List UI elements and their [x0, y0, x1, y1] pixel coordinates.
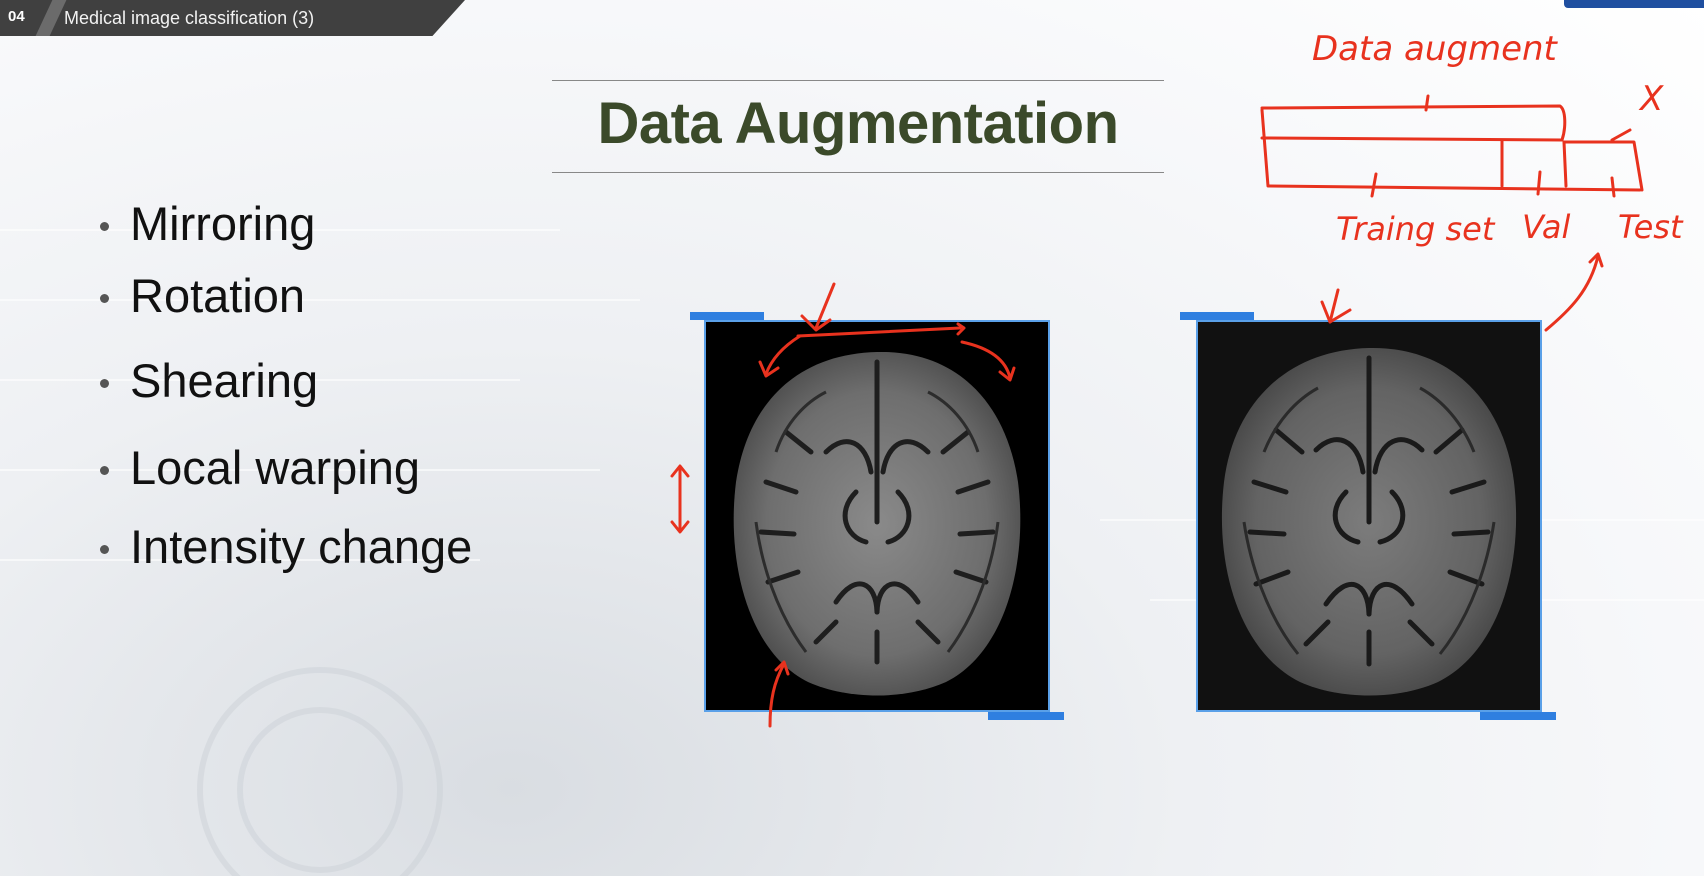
annotation-training-set: Traing set	[1336, 210, 1496, 248]
frame-accent-bottom	[988, 712, 1064, 720]
annotation-test: Test	[1618, 208, 1684, 246]
brain-image-original	[704, 320, 1050, 712]
section-title: Medical image classification (3)	[64, 8, 315, 28]
bullet-icon	[100, 466, 109, 475]
bullet-icon	[100, 545, 109, 554]
title-top-rule	[552, 80, 1164, 81]
brain-image-augmented	[1196, 320, 1542, 712]
frame-accent-top	[690, 312, 764, 320]
bullet-text: Shearing	[130, 354, 319, 407]
annotation-data-augment: Data augment	[1312, 29, 1559, 69]
bullet-icon	[100, 379, 109, 388]
bullet-text: Intensity change	[130, 520, 473, 573]
annotation-val: Val	[1522, 208, 1570, 246]
section-header: 04 Medical image classification (3)	[0, 0, 465, 36]
list-item: Shearing	[96, 357, 472, 404]
bullet-text: Local warping	[130, 441, 421, 494]
title-bottom-rule	[552, 172, 1164, 173]
brain-mri-icon	[1221, 347, 1517, 696]
bullet-icon	[100, 294, 109, 303]
frame-accent-bottom	[1480, 712, 1556, 720]
annotation-x-mark: X	[1638, 79, 1664, 119]
list-item: Intensity change	[96, 523, 472, 570]
brain-mri-icon	[733, 351, 1021, 696]
header-divider	[35, 0, 67, 36]
list-item: Local warping	[96, 444, 472, 491]
slide-title: Data Augmentation	[597, 91, 1119, 156]
list-item: Rotation	[96, 272, 472, 319]
corner-logo	[1564, 0, 1704, 8]
list-item: Mirroring	[96, 200, 472, 247]
frame-accent-top	[1180, 312, 1254, 320]
bullet-text: Mirroring	[130, 197, 316, 250]
bullet-icon	[100, 222, 109, 231]
bullet-list: Mirroring Rotation Shearing Local warpin…	[96, 200, 472, 570]
bullet-text: Rotation	[130, 269, 306, 322]
section-number: 04	[8, 8, 25, 25]
